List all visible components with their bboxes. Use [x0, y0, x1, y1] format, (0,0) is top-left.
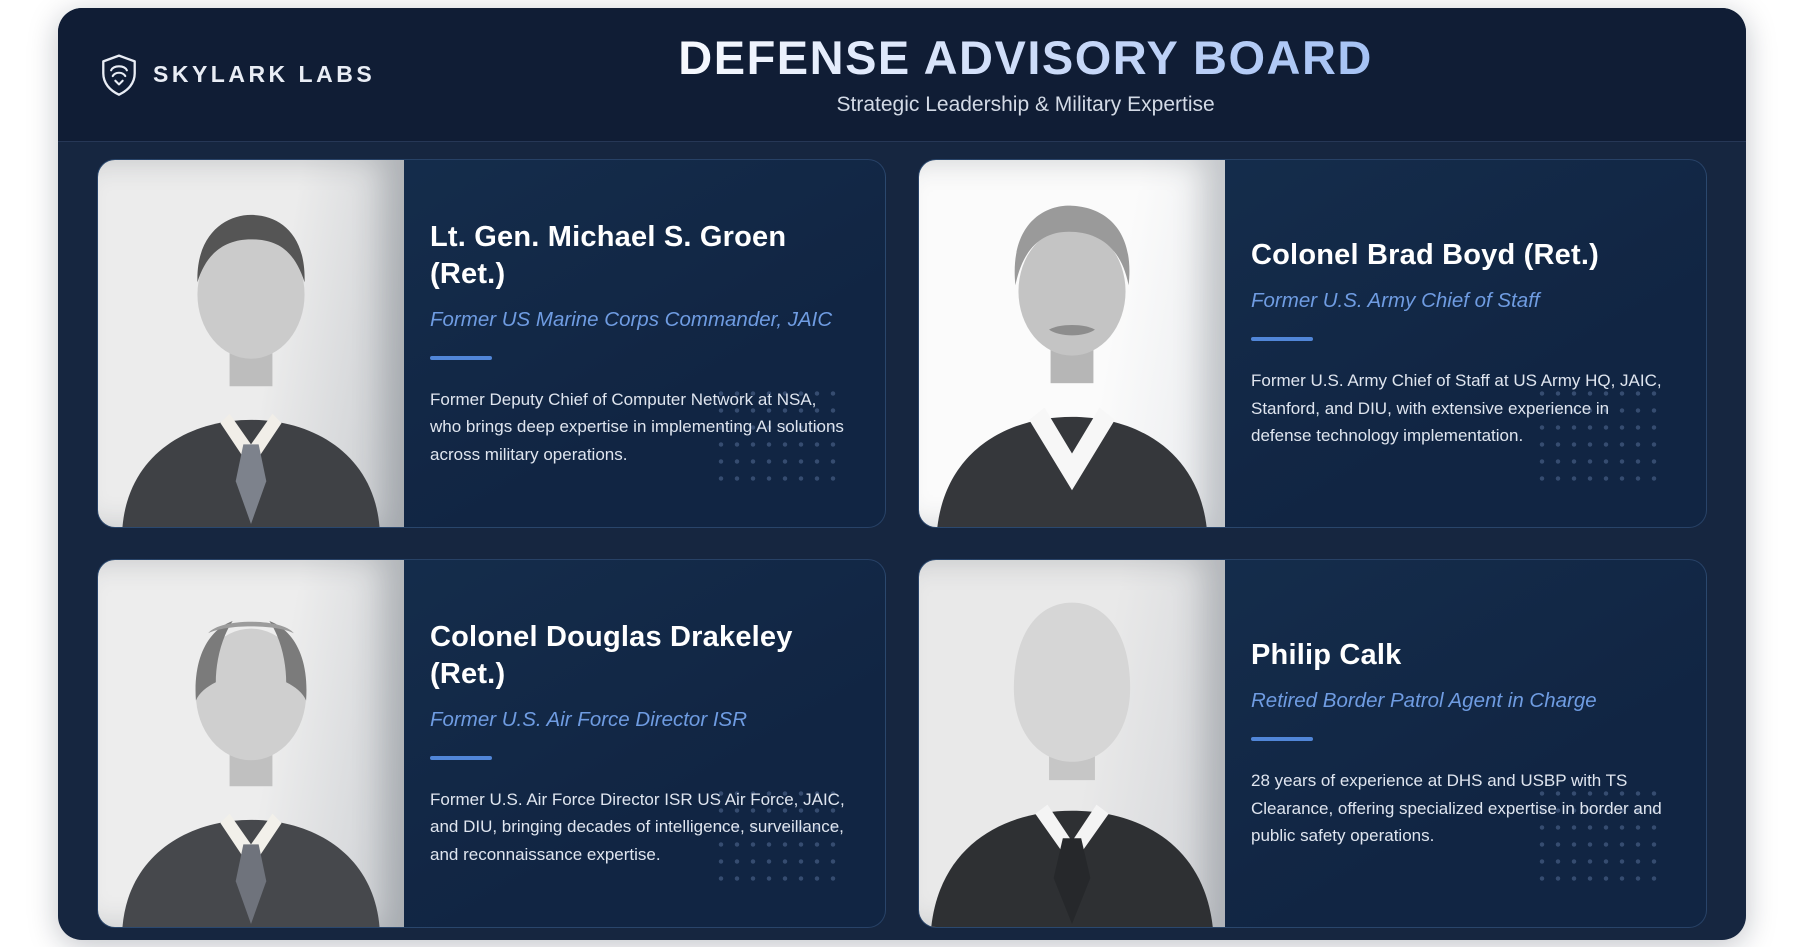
- member-photo: [98, 160, 404, 527]
- member-info: Colonel Brad Boyd (Ret.) Former U.S. Arm…: [1225, 160, 1706, 527]
- logo[interactable]: SKYLARK LABS: [98, 53, 375, 97]
- member-bio: 28 years of experience at DHS and USBP w…: [1251, 771, 1662, 846]
- portrait-illustration: [122, 621, 380, 927]
- member-name: Colonel Douglas Drakeley (Ret.): [430, 620, 793, 691]
- page-subtitle: Strategic Leadership & Military Expertis…: [836, 93, 1215, 117]
- accent-divider: [1251, 337, 1313, 342]
- header: SKYLARK LABS DEFENSE ADVISORY BOARD Stra…: [58, 8, 1746, 142]
- advisor-card: Colonel Douglas Drakeley (Ret.) Former U…: [97, 559, 886, 928]
- header-titles: DEFENSE ADVISORY BOARD Strategic Leaders…: [375, 31, 1706, 118]
- member-photo: [919, 560, 1225, 927]
- accent-divider: [1251, 737, 1313, 742]
- logo-text: SKYLARK LABS: [153, 61, 376, 87]
- member-role: Former U.S. Army Chief of Staff: [1251, 289, 1540, 313]
- member-bio: Former Deputy Chief of Computer Network …: [430, 389, 844, 464]
- portrait-illustration: [931, 602, 1213, 927]
- member-photo: [919, 160, 1225, 527]
- member-role: Former US Marine Corps Commander, JAIC: [430, 307, 833, 331]
- shield-logo-icon: [98, 53, 140, 97]
- member-info: Colonel Douglas Drakeley (Ret.) Former U…: [404, 560, 885, 927]
- advisor-card: Philip Calk Retired Border Patrol Agent …: [918, 559, 1707, 928]
- member-name: Philip Calk: [1251, 639, 1402, 672]
- advisor-card: Lt. Gen. Michael S. Groen (Ret.) Former …: [97, 159, 886, 528]
- page-container: SKYLARK LABS DEFENSE ADVISORY BOARD Stra…: [58, 8, 1746, 940]
- page-title: DEFENSE ADVISORY BOARD: [375, 31, 1676, 84]
- member-role: Retired Border Patrol Agent in Charge: [1251, 689, 1597, 713]
- advisor-card: Colonel Brad Boyd (Ret.) Former U.S. Arm…: [918, 159, 1707, 528]
- portrait-illustration: [122, 214, 380, 527]
- member-role: Former U.S. Air Force Director ISR: [430, 707, 748, 731]
- member-info: Lt. Gen. Michael S. Groen (Ret.) Former …: [404, 160, 885, 527]
- member-name: Lt. Gen. Michael S. Groen (Ret.): [430, 220, 787, 291]
- member-name: Colonel Brad Boyd (Ret.): [1251, 239, 1599, 272]
- member-bio: Former U.S. Army Chief of Staff at US Ar…: [1251, 371, 1662, 446]
- portrait-illustration: [937, 205, 1207, 527]
- member-bio: Former U.S. Air Force Director ISR US Ai…: [430, 789, 845, 864]
- accent-divider: [430, 755, 492, 760]
- advisor-grid: Lt. Gen. Michael S. Groen (Ret.) Former …: [58, 142, 1746, 940]
- member-photo: [98, 560, 404, 927]
- accent-divider: [430, 355, 492, 360]
- member-info: Philip Calk Retired Border Patrol Agent …: [1225, 560, 1706, 927]
